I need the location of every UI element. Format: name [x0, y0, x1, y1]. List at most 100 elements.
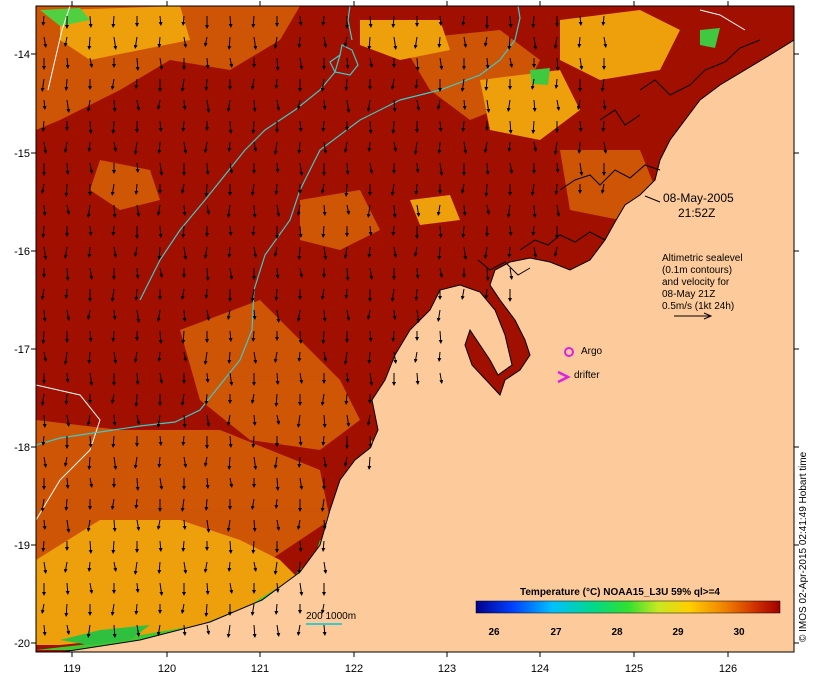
- velocity-arrow: [89, 582, 94, 594]
- velocity-arrow: [134, 393, 139, 407]
- velocity-arrow: [273, 36, 278, 49]
- velocity-arrow: [321, 225, 326, 238]
- velocity-arrow: [159, 477, 164, 490]
- velocity-arrow: [321, 15, 326, 26]
- velocity-arrow: [320, 288, 325, 300]
- velocity-arrow: [437, 141, 442, 154]
- date-label: 08-May-2005: [663, 191, 734, 205]
- velocity-arrow: [531, 120, 536, 134]
- velocity-arrow: [134, 183, 139, 195]
- velocity-arrow: [297, 246, 302, 260]
- lat-tick-label: -14: [14, 49, 30, 61]
- velocity-arrow: [41, 120, 46, 132]
- velocity-arrow: [87, 456, 92, 470]
- velocity-arrow: [299, 582, 304, 596]
- velocity-arrow: [111, 120, 116, 134]
- velocity-arrow: [323, 351, 328, 362]
- velocity-arrow: [204, 288, 209, 299]
- velocity-arrow: [87, 141, 92, 152]
- velocity-arrow: [274, 498, 279, 509]
- velocity-arrow: [135, 162, 140, 173]
- velocity-arrow: [321, 330, 326, 344]
- velocity-arrow: [206, 204, 211, 215]
- velocity-arrow: [40, 183, 45, 194]
- velocity-arrow: [229, 267, 234, 280]
- velocity-arrow: [346, 99, 351, 113]
- velocity-arrow: [461, 225, 466, 238]
- velocity-arrow: [556, 99, 561, 111]
- velocity-arrow: [226, 99, 231, 112]
- velocity-arrow: [252, 414, 257, 426]
- velocity-arrow: [135, 267, 140, 279]
- velocity-arrow: [322, 99, 327, 110]
- scale-arrow-head: [703, 312, 713, 320]
- velocity-arrow: [345, 267, 350, 281]
- velocity-arrow: [483, 36, 488, 47]
- velocity-arrow: [113, 456, 118, 470]
- velocity-arrow: [297, 141, 302, 154]
- velocity-arrow: [182, 204, 187, 216]
- velocity-arrow: [274, 393, 279, 407]
- velocity-arrow: [111, 435, 116, 448]
- velocity-arrow: [133, 561, 138, 575]
- velocity-arrow: [579, 162, 584, 176]
- velocity-arrow: [183, 456, 188, 468]
- lon-tick-label: 121: [251, 663, 269, 675]
- velocity-arrow: [296, 624, 301, 636]
- velocity-arrow: [530, 183, 535, 196]
- velocity-arrow: [508, 120, 513, 134]
- velocity-arrow: [158, 540, 163, 552]
- velocity-arrow: [369, 162, 374, 174]
- lat-tick-label: -18: [14, 442, 30, 454]
- velocity-arrow: [228, 225, 233, 236]
- velocity-arrow: [110, 183, 115, 196]
- velocity-arrow: [320, 393, 325, 406]
- velocity-arrow: [369, 267, 374, 280]
- velocity-arrow: [133, 36, 138, 49]
- velocity-arrow: [204, 183, 209, 197]
- velocity-arrow: [205, 162, 210, 175]
- velocity-arrow: [343, 36, 348, 47]
- velocity-arrow: [228, 120, 233, 134]
- velocity-arrow: [228, 435, 233, 448]
- land-mass: [61, 6, 794, 652]
- velocity-arrow: [183, 36, 188, 48]
- velocity-arrow: [461, 120, 466, 132]
- velocity-arrow: [40, 288, 45, 300]
- velocity-arrow: [136, 99, 141, 111]
- velocity-arrow: [157, 351, 162, 362]
- velocity-arrow: [205, 477, 210, 489]
- velocity-arrow: [228, 540, 233, 554]
- velocity-arrow: [228, 330, 233, 342]
- velocity-arrow: [298, 120, 303, 132]
- velocity-arrow: [180, 393, 185, 406]
- velocity-arrow: [66, 204, 71, 215]
- velocity-arrow: [42, 624, 47, 636]
- velocity-arrow: [346, 204, 351, 215]
- velocity-arrow: [88, 435, 93, 448]
- velocity-arrow: [86, 624, 91, 638]
- velocity-arrow: [87, 351, 92, 364]
- velocity-arrow: [64, 498, 69, 511]
- velocity-arrow: [437, 351, 442, 362]
- velocity-arrow: [87, 246, 92, 258]
- velocity-arrow: [87, 36, 92, 50]
- velocity-arrow: [158, 330, 163, 344]
- velocity-arrow: [393, 36, 398, 50]
- velocity-arrow: [88, 15, 93, 28]
- velocity-arrow: [486, 99, 491, 113]
- velocity-arrow: [156, 624, 161, 636]
- velocity-arrow: [299, 477, 304, 490]
- velocity-arrow: [133, 456, 138, 469]
- velocity-arrow: [89, 162, 94, 174]
- velocity-arrow: [579, 57, 584, 70]
- velocity-arrow: [368, 15, 373, 28]
- velocity-arrow: [250, 498, 255, 510]
- velocity-arrow: [88, 540, 93, 554]
- velocity-arrow: [65, 162, 70, 175]
- velocity-arrow: [43, 36, 48, 48]
- velocity-arrow: [508, 225, 513, 236]
- velocity-arrow: [323, 246, 328, 260]
- lon-axis: 119 120 121 122 123 124 125 126: [63, 663, 737, 675]
- lon-tick-label: 122: [345, 663, 363, 675]
